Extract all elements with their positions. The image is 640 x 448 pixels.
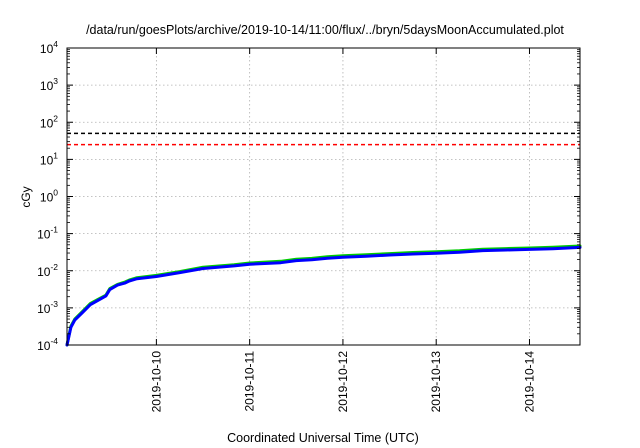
y-tick-exponent: -3 <box>50 299 58 309</box>
y-tick-exponent: 0 <box>53 188 58 198</box>
data-series <box>65 244 582 347</box>
y-tick-base: 10 <box>40 153 54 167</box>
y-tick-base: 10 <box>40 191 54 205</box>
x-tick-label: 2019-10-10 <box>149 351 163 413</box>
x-tick-label: 2019-10-12 <box>336 351 350 413</box>
y-tick-label: 10-3 <box>37 299 58 316</box>
x-axis-label: Coordinated Universal Time (UTC) <box>227 431 419 445</box>
y-axis-label: cGy <box>19 186 33 207</box>
y-tick-base: 10 <box>40 42 54 56</box>
x-tick-label: 2019-10-11 <box>243 351 257 412</box>
x-tick-label: 2019-10-14 <box>522 351 536 413</box>
series-line-2 <box>65 245 582 347</box>
y-tick-label: 10-4 <box>37 336 58 353</box>
threshold-lines <box>67 132 580 146</box>
y-tick-label: 103 <box>40 76 58 93</box>
y-tick-label: 10-2 <box>37 262 58 279</box>
y-tick-exponent: 2 <box>53 113 58 123</box>
y-tick-label: 10-1 <box>37 225 58 242</box>
y-tick-exponent: -4 <box>50 336 58 346</box>
y-tick-base: 10 <box>37 265 51 279</box>
y-tick-label: 101 <box>40 150 58 167</box>
y-tick-exponent: 1 <box>53 150 58 160</box>
y-tick-base: 10 <box>40 116 54 130</box>
y-tick-exponent: -2 <box>50 262 58 272</box>
y-tick-exponent: -1 <box>50 225 58 235</box>
chart-title: /data/run/goesPlots/archive/2019-10-14/1… <box>86 23 564 37</box>
x-tick-label: 2019-10-13 <box>429 351 443 413</box>
y-tick-base: 10 <box>40 79 54 93</box>
y-tick-base: 10 <box>37 302 51 316</box>
y-tick-label: 100 <box>40 188 58 205</box>
y-tick-base: 10 <box>37 339 51 353</box>
y-tick-label: 104 <box>40 39 58 56</box>
y-tick-base: 10 <box>37 228 51 242</box>
series-line-1 <box>65 244 582 347</box>
y-tick-label: 102 <box>40 113 58 130</box>
grid <box>67 48 580 345</box>
y-tick-exponent: 3 <box>53 76 58 86</box>
x-axis: 2019-10-10 2019-10-11 2019-10-12 2019-10-13… <box>149 48 536 412</box>
y-tick-exponent: 4 <box>53 39 58 49</box>
